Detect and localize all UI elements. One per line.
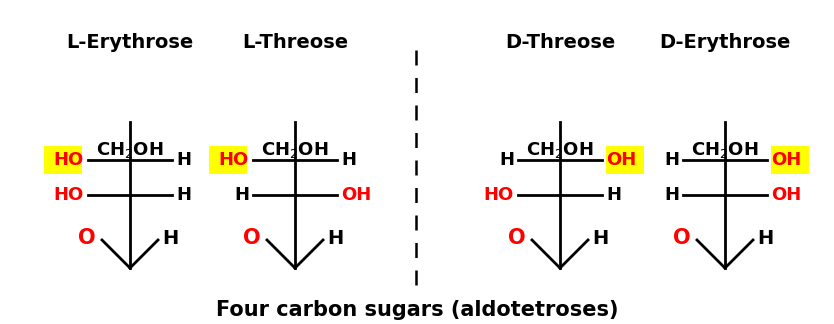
Text: O: O bbox=[78, 228, 96, 248]
Text: H: H bbox=[664, 151, 679, 169]
Text: HO: HO bbox=[53, 186, 84, 204]
Text: H: H bbox=[757, 228, 773, 248]
Text: H: H bbox=[327, 228, 344, 248]
Text: H: H bbox=[176, 151, 191, 169]
Text: H: H bbox=[341, 151, 356, 169]
Text: H: H bbox=[592, 228, 608, 248]
Bar bbox=[209, 146, 247, 174]
Text: H: H bbox=[162, 228, 178, 248]
Text: Four carbon sugars (aldotetroses): Four carbon sugars (aldotetroses) bbox=[216, 300, 618, 320]
Text: H: H bbox=[606, 186, 621, 204]
Text: O: O bbox=[509, 228, 526, 248]
Text: OH: OH bbox=[771, 186, 801, 204]
Text: OH: OH bbox=[606, 151, 636, 169]
Text: O: O bbox=[244, 228, 261, 248]
Bar bbox=[44, 146, 82, 174]
Text: H: H bbox=[499, 151, 514, 169]
Text: OH: OH bbox=[771, 151, 801, 169]
Text: HO: HO bbox=[484, 186, 514, 204]
Text: HO: HO bbox=[219, 151, 249, 169]
Text: D-Threose: D-Threose bbox=[505, 32, 615, 52]
Text: CH$_2$OH: CH$_2$OH bbox=[526, 140, 594, 160]
Text: L-Erythrose: L-Erythrose bbox=[67, 32, 193, 52]
Text: OH: OH bbox=[341, 186, 371, 204]
Text: CH$_2$OH: CH$_2$OH bbox=[691, 140, 759, 160]
Text: H: H bbox=[234, 186, 249, 204]
Text: CH$_2$OH: CH$_2$OH bbox=[96, 140, 163, 160]
Text: H: H bbox=[664, 186, 679, 204]
Text: HO: HO bbox=[53, 151, 84, 169]
Text: L-Threose: L-Threose bbox=[242, 32, 348, 52]
Text: D-Erythrose: D-Erythrose bbox=[660, 32, 791, 52]
Text: CH$_2$OH: CH$_2$OH bbox=[261, 140, 329, 160]
Text: O: O bbox=[673, 228, 691, 248]
Text: H: H bbox=[176, 186, 191, 204]
Bar bbox=[606, 146, 644, 174]
Bar bbox=[771, 146, 809, 174]
